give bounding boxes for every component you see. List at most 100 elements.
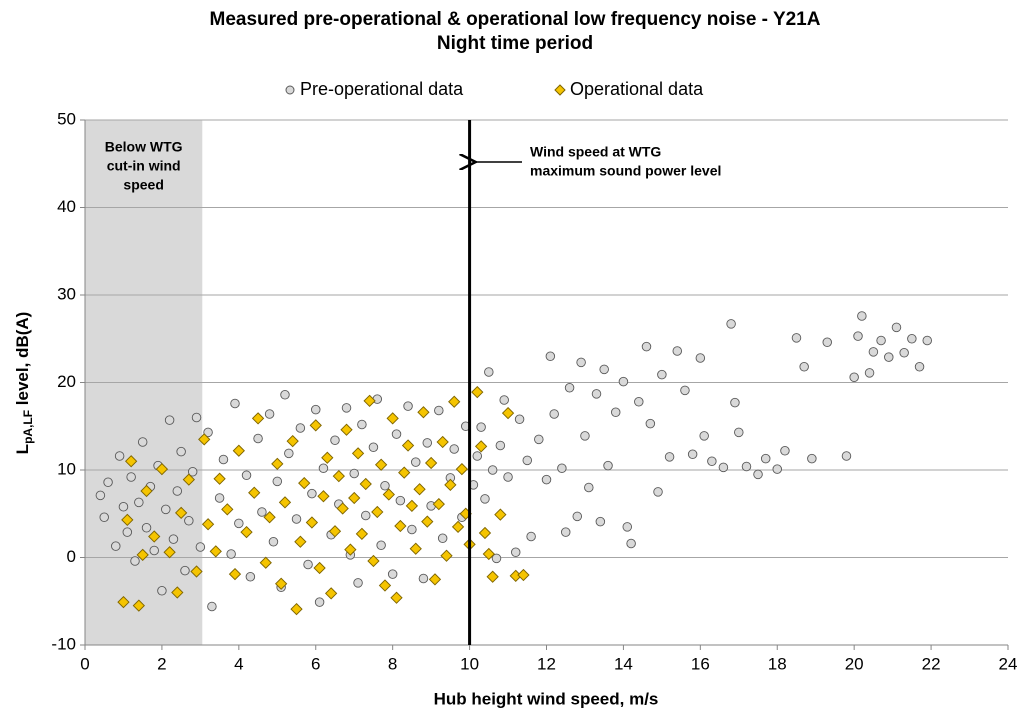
pre-operational-point xyxy=(618,376,629,387)
pre-operational-point xyxy=(418,573,429,584)
pre-operational-point xyxy=(203,427,213,438)
pre-operational-point xyxy=(476,422,486,432)
pre-operational-point xyxy=(541,474,552,485)
pre-operational-point xyxy=(664,452,675,462)
operational-point xyxy=(390,591,403,604)
operational-point xyxy=(363,394,376,408)
pre-operational-point xyxy=(864,368,875,378)
y-label-sub: pA,LF xyxy=(21,410,35,444)
operational-point xyxy=(413,483,426,496)
pre-operational-point xyxy=(226,549,236,559)
pre-operational-point xyxy=(868,347,879,357)
pre-operational-point xyxy=(245,572,256,582)
x-tick-label: 10 xyxy=(460,654,479,673)
operational-point xyxy=(344,543,357,556)
pre-operational-point xyxy=(695,353,706,363)
operational-point xyxy=(440,549,453,562)
pre-operational-point xyxy=(822,337,832,348)
pre-operational-point xyxy=(564,383,575,393)
pre-operational-point xyxy=(241,470,252,481)
x-tick-label: 0 xyxy=(80,654,89,673)
chart-title: Measured pre-operational & operational l… xyxy=(210,9,821,30)
operational-point xyxy=(290,602,303,616)
pre-operational-point xyxy=(368,442,379,453)
y-label-rest: level, dB(A) xyxy=(13,312,32,410)
pre-operational-point xyxy=(653,487,663,497)
pre-operational-point xyxy=(114,451,125,461)
pre-operational-point xyxy=(849,372,859,383)
pre-operational-point xyxy=(780,446,790,456)
x-tick-label: 16 xyxy=(691,654,710,673)
pre-operational-point xyxy=(857,311,867,321)
pre-operational-point xyxy=(741,461,752,472)
pre-operational-point xyxy=(437,533,448,544)
operational-point xyxy=(436,435,449,449)
operational-point xyxy=(251,412,265,425)
y-tick-label: -10 xyxy=(51,634,76,653)
pre-operational-point xyxy=(280,390,290,400)
pre-operational-point xyxy=(141,523,152,533)
pre-operational-point xyxy=(403,401,413,411)
legend-label: Operational data xyxy=(570,79,704,99)
operational-point xyxy=(132,599,145,612)
operational-point xyxy=(313,561,326,575)
operational-point xyxy=(448,395,461,408)
pre-operational-point xyxy=(514,414,525,425)
pre-operational-point xyxy=(330,435,340,446)
pre-operational-point xyxy=(407,524,417,535)
operational-point xyxy=(182,473,195,486)
operational-point xyxy=(382,488,395,501)
operational-point xyxy=(428,573,442,586)
operational-point xyxy=(321,451,334,464)
pre-operational-point xyxy=(353,578,363,588)
pre-operational-point xyxy=(641,341,652,352)
pre-operational-point xyxy=(99,512,109,523)
pre-operational-point xyxy=(760,453,771,464)
pre-operational-point xyxy=(161,504,171,515)
y-tick-label: 40 xyxy=(57,197,76,216)
pre-operational-point xyxy=(137,437,148,447)
pre-operational-point xyxy=(626,538,636,549)
pre-operational-point xyxy=(122,527,133,537)
operational-point xyxy=(305,516,319,529)
pre-operational-point xyxy=(876,335,886,346)
operational-point xyxy=(332,469,345,483)
y-axis-label: LpA,LF level, dB(A) xyxy=(13,312,35,455)
operational-point xyxy=(221,503,234,516)
pre-operational-point xyxy=(680,385,690,396)
pre-operational-point xyxy=(207,601,217,612)
operational-point xyxy=(374,458,388,471)
pre-operational-point xyxy=(841,451,852,461)
x-tick-label: 18 xyxy=(768,654,787,673)
legend-label: Pre-operational data xyxy=(300,79,464,99)
pre-operational-point xyxy=(576,357,586,368)
operational-point xyxy=(140,484,153,498)
pre-operational-point xyxy=(526,531,536,542)
pre-operational-point xyxy=(314,597,325,607)
pre-operational-point xyxy=(234,518,244,529)
pre-operational-point xyxy=(772,464,783,474)
operational-point xyxy=(386,412,399,425)
pre-operational-point xyxy=(284,448,294,459)
operational-point xyxy=(198,433,211,446)
pre-operational-point xyxy=(149,545,159,556)
operational-point xyxy=(371,505,384,519)
operational-point xyxy=(398,466,411,479)
pre-operational-point xyxy=(549,409,559,419)
x-tick-label: 2 xyxy=(157,654,166,673)
x-tick-label: 6 xyxy=(311,654,320,673)
operational-point xyxy=(317,490,330,503)
pre-operational-point xyxy=(657,369,667,380)
legend-marker xyxy=(554,84,566,96)
pre-operational-point xyxy=(522,455,533,466)
operational-point xyxy=(471,385,484,399)
pre-operational-point xyxy=(718,462,729,473)
operational-point xyxy=(328,525,342,538)
pre-operational-point xyxy=(914,362,925,372)
pre-operational-point xyxy=(753,469,763,480)
operational-point xyxy=(367,554,380,568)
pre-operational-point xyxy=(387,569,398,579)
pre-operational-point xyxy=(357,419,367,430)
operational-point xyxy=(271,457,284,471)
operational-point xyxy=(278,496,292,509)
